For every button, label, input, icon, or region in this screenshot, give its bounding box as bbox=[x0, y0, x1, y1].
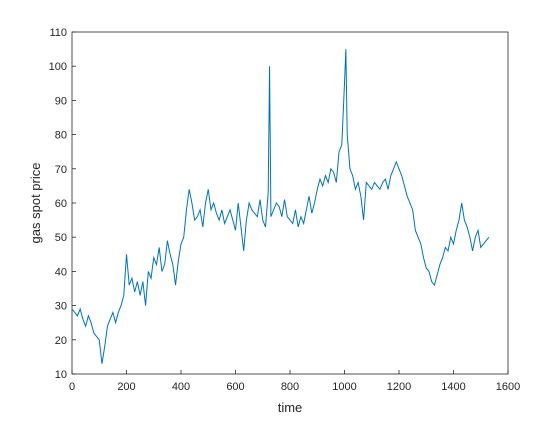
y-tick-label: 110 bbox=[49, 27, 67, 39]
y-axis-label: gas spot price bbox=[28, 163, 43, 244]
y-tick-label: 100 bbox=[49, 61, 67, 73]
y-tick-label: 60 bbox=[55, 198, 67, 210]
y-tick-label: 40 bbox=[55, 266, 67, 278]
y-tick-label: 80 bbox=[55, 130, 67, 142]
y-tick-label: 20 bbox=[55, 335, 67, 347]
y-tick-label: 50 bbox=[55, 232, 67, 244]
x-tick-label: 400 bbox=[172, 381, 190, 393]
y-tick-label: 10 bbox=[55, 369, 67, 381]
data-line bbox=[71, 49, 490, 364]
x-tick-label: 0 bbox=[69, 381, 75, 393]
x-tick-label: 1200 bbox=[387, 381, 411, 393]
x-tick-label: 1600 bbox=[496, 381, 520, 393]
y-tick-label: 30 bbox=[55, 301, 67, 313]
plot-box bbox=[71, 31, 509, 375]
x-tick-label: 1400 bbox=[441, 381, 465, 393]
x-tick-label: 200 bbox=[117, 381, 135, 393]
x-tick-label: 1000 bbox=[332, 381, 356, 393]
y-tick-label: 70 bbox=[55, 164, 67, 176]
y-tick-label: 90 bbox=[55, 95, 67, 107]
x-tick-label: 600 bbox=[226, 381, 244, 393]
x-axis-label: time bbox=[278, 400, 303, 415]
x-tick-label: 800 bbox=[281, 381, 299, 393]
